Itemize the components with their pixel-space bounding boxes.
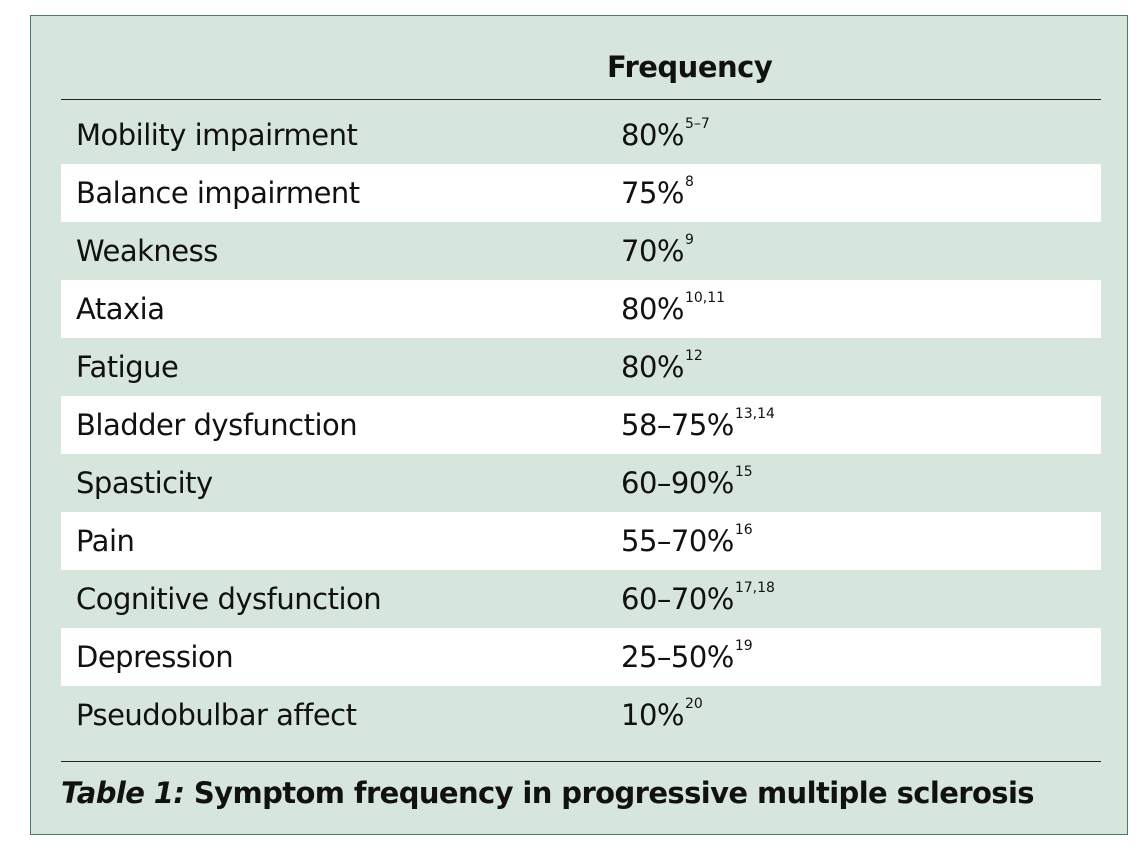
reference-superscript: 12 bbox=[684, 348, 703, 364]
table-row: Balance impairment 75%8 bbox=[61, 164, 1101, 222]
symptom-cell: Balance impairment bbox=[76, 176, 360, 210]
table-caption: Table 1: Symptom frequency in progressiv… bbox=[61, 776, 1035, 810]
reference-superscript: 17,18 bbox=[734, 580, 775, 596]
frequency-cell: 80%12 bbox=[621, 348, 703, 384]
reference-superscript: 9 bbox=[684, 232, 694, 248]
table-row: Mobility impairment 80%5–7 bbox=[61, 106, 1101, 164]
frequency-value: 58–75% bbox=[621, 408, 734, 442]
frequency-value: 60–70% bbox=[621, 582, 734, 616]
caption-divider bbox=[61, 761, 1101, 762]
reference-superscript: 8 bbox=[684, 174, 694, 190]
frequency-column-header: Frequency bbox=[607, 50, 773, 84]
table-row: Weakness 70%9 bbox=[61, 222, 1101, 280]
table-row: Bladder dysfunction 58–75%13,14 bbox=[61, 396, 1101, 454]
reference-superscript: 5–7 bbox=[684, 116, 710, 132]
symptom-cell: Ataxia bbox=[76, 292, 165, 326]
frequency-value: 80% bbox=[621, 350, 684, 384]
frequency-cell: 60–90%15 bbox=[621, 464, 753, 500]
symptom-cell: Pain bbox=[76, 524, 135, 558]
reference-superscript: 16 bbox=[734, 522, 753, 538]
table-row: Pseudobulbar affect 10%20 bbox=[61, 686, 1101, 744]
table-row: Depression 25–50%19 bbox=[61, 628, 1101, 686]
frequency-value: 80% bbox=[621, 292, 684, 326]
caption-label: Table 1: bbox=[61, 776, 185, 810]
symptom-cell: Depression bbox=[76, 640, 234, 674]
reference-superscript: 13,14 bbox=[734, 406, 775, 422]
frequency-cell: 25–50%19 bbox=[621, 638, 753, 674]
symptom-cell: Cognitive dysfunction bbox=[76, 582, 382, 616]
frequency-value: 25–50% bbox=[621, 640, 734, 674]
symptom-cell: Pseudobulbar affect bbox=[76, 698, 357, 732]
table-header: Frequency bbox=[61, 16, 1101, 100]
table-body: Mobility impairment 80%5–7 Balance impai… bbox=[61, 106, 1101, 744]
frequency-value: 60–90% bbox=[621, 466, 734, 500]
frequency-cell: 55–70%16 bbox=[621, 522, 753, 558]
table-row: Ataxia 80%10,11 bbox=[61, 280, 1101, 338]
reference-superscript: 15 bbox=[734, 464, 753, 480]
table-row: Fatigue 80%12 bbox=[61, 338, 1101, 396]
frequency-cell: 80%5–7 bbox=[621, 116, 710, 152]
caption-text: Symptom frequency in progressive multipl… bbox=[184, 776, 1035, 810]
symptom-cell: Weakness bbox=[76, 234, 218, 268]
frequency-cell: 75%8 bbox=[621, 174, 694, 210]
frequency-cell: 10%20 bbox=[621, 696, 703, 732]
symptom-cell: Spasticity bbox=[76, 466, 213, 500]
symptom-cell: Bladder dysfunction bbox=[76, 408, 358, 442]
frequency-cell: 70%9 bbox=[621, 232, 694, 268]
symptom-cell: Fatigue bbox=[76, 350, 179, 384]
frequency-value: 80% bbox=[621, 118, 684, 152]
frequency-value: 75% bbox=[621, 176, 684, 210]
frequency-value: 70% bbox=[621, 234, 684, 268]
reference-superscript: 19 bbox=[734, 638, 753, 654]
table-row: Spasticity 60–90%15 bbox=[61, 454, 1101, 512]
table-row: Pain 55–70%16 bbox=[61, 512, 1101, 570]
frequency-cell: 60–70%17,18 bbox=[621, 580, 775, 616]
symptom-cell: Mobility impairment bbox=[76, 118, 358, 152]
frequency-value: 10% bbox=[621, 698, 684, 732]
table-panel: Frequency Mobility impairment 80%5–7 Bal… bbox=[30, 15, 1128, 835]
frequency-cell: 80%10,11 bbox=[621, 290, 726, 326]
reference-superscript: 20 bbox=[684, 696, 703, 712]
table-row: Cognitive dysfunction 60–70%17,18 bbox=[61, 570, 1101, 628]
frequency-cell: 58–75%13,14 bbox=[621, 406, 775, 442]
frequency-value: 55–70% bbox=[621, 524, 734, 558]
reference-superscript: 10,11 bbox=[684, 290, 726, 306]
